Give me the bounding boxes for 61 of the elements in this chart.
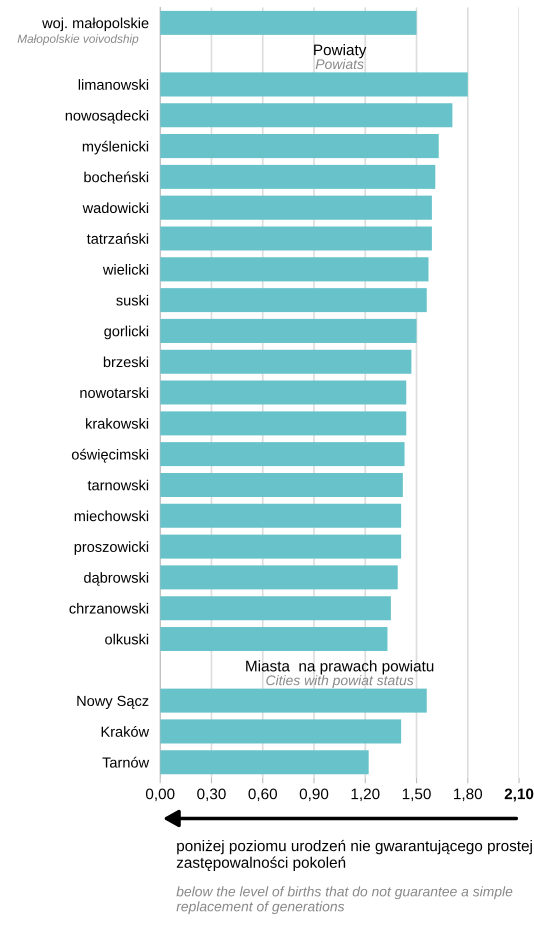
bar <box>160 10 417 35</box>
bar <box>160 226 432 251</box>
y-tick-label: olkuski <box>105 634 148 644</box>
y-tick-label: Kraków <box>102 726 150 737</box>
text: poniżej poziomu urodzeń nie gwarantującego prostej zastępowalności pokoleń <box>176 840 532 871</box>
text: Małopolskie voivodship <box>18 34 138 46</box>
y-tick-label: proszowicki <box>74 541 148 555</box>
bar <box>160 719 402 744</box>
bar <box>160 103 452 128</box>
y-tick-label: tarnowski <box>88 480 148 490</box>
annotation: Miasta na prawach powiatu <box>246 660 434 674</box>
y-tick-label: nowotarski <box>80 387 148 398</box>
x-tick-label: 2,10 <box>504 788 534 802</box>
annotation: Powiats <box>316 58 364 70</box>
bar <box>160 411 406 436</box>
y-tick-label: wielicki <box>102 264 148 275</box>
bar <box>160 134 439 158</box>
bar <box>160 196 432 220</box>
y-tick-label: oświęcimski <box>72 448 148 463</box>
x-tick-label: 0,30 <box>197 788 226 802</box>
annotation: Cities with powiat status <box>266 675 414 688</box>
bar <box>160 627 388 652</box>
y-tick-label: limanowski <box>78 79 148 90</box>
bar <box>160 318 417 343</box>
bar <box>160 442 405 466</box>
y-tick-label: nowosądecki <box>66 110 148 124</box>
bar <box>160 596 391 620</box>
bar <box>160 72 468 96</box>
y-tick-label: Tarnów <box>102 756 150 768</box>
x-tick-label: 0,00 <box>146 788 174 802</box>
y-tick-label: wadowicki <box>82 202 148 214</box>
bar <box>160 288 427 312</box>
y-tick-label: krakowski <box>86 418 148 429</box>
bar <box>160 350 412 374</box>
bar <box>160 472 403 497</box>
bar <box>160 380 406 405</box>
x-tick-label: 0,60 <box>248 788 277 802</box>
x-tick-label: 1,20 <box>352 788 380 802</box>
y-tick-label: woj. małopolskie <box>42 18 148 32</box>
y-tick-label: Nowy Sącz <box>77 696 148 709</box>
y-tick-label: myślenicki <box>82 140 148 154</box>
bar <box>160 534 402 559</box>
y-tick-label: chrzanowski <box>69 602 148 614</box>
x-tick-label: 0,90 <box>300 788 328 802</box>
y-tick-label: gorlicki <box>104 326 148 340</box>
bar <box>160 565 398 590</box>
y-tick-label: dąbrowski <box>84 572 148 586</box>
bar <box>160 257 428 282</box>
x-tick-label: 1,50 <box>402 788 431 802</box>
y-tick-label: brzeski <box>104 356 148 368</box>
y-tick-label: suski <box>116 294 148 306</box>
x-tick-label: 1,80 <box>454 788 482 802</box>
bar <box>160 750 369 774</box>
bar <box>160 504 402 528</box>
y-tick-label: bocheński <box>84 171 148 182</box>
bar <box>160 688 427 713</box>
y-tick-label: tatrzański <box>86 233 148 244</box>
bar <box>160 164 436 189</box>
y-tick-label: miechowski <box>74 510 148 522</box>
text: below the level of births that do not guarantee a simple replacement of generations <box>176 886 512 914</box>
annotation: Powiaty <box>314 44 366 58</box>
